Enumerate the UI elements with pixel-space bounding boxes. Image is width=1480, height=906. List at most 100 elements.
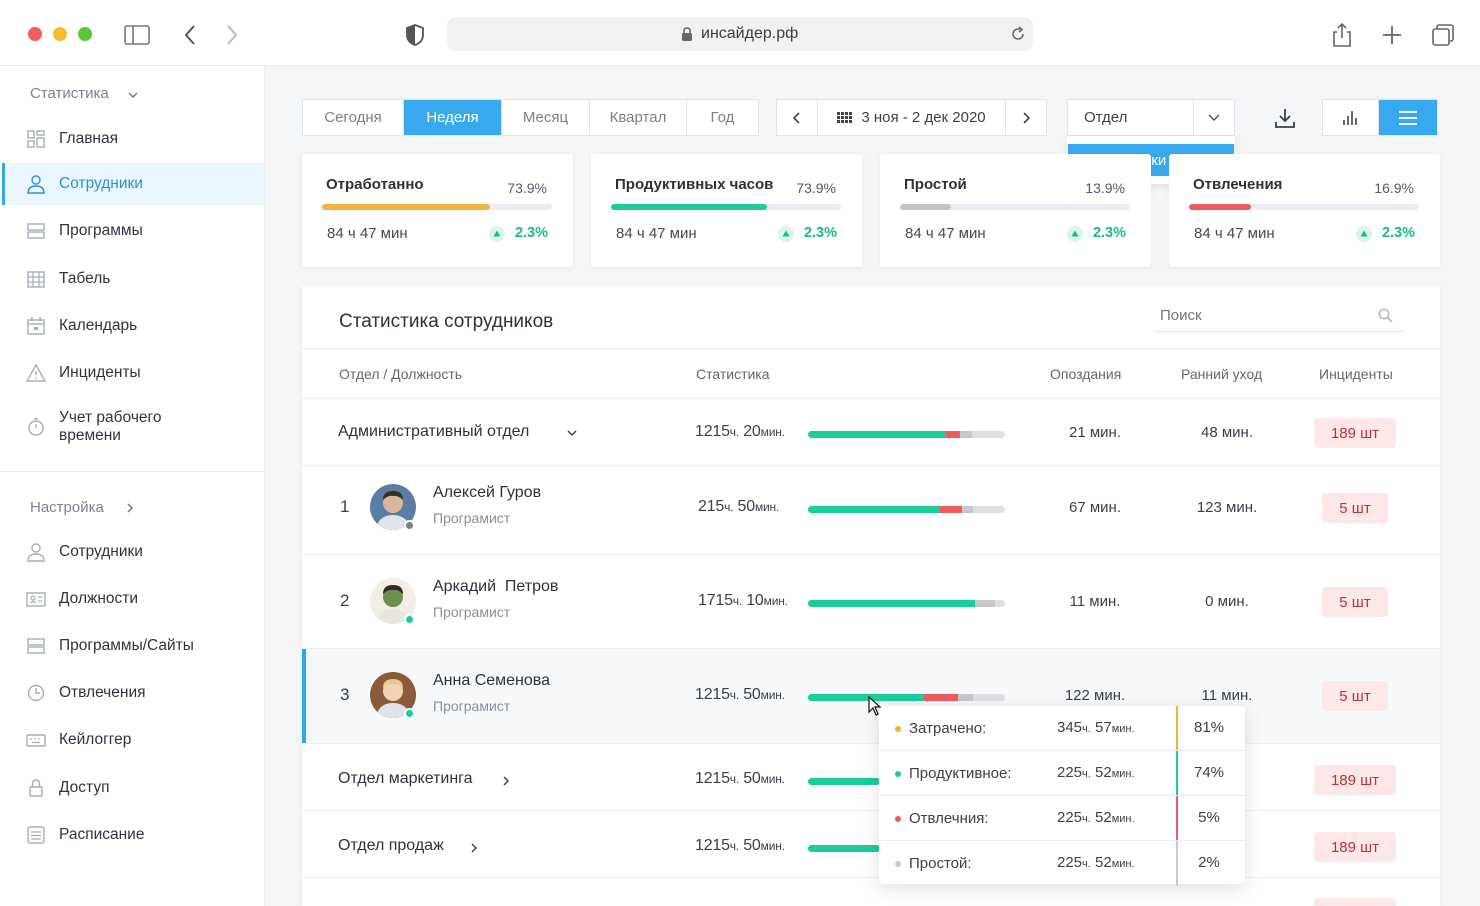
legend-dot <box>895 771 901 777</box>
stat-bar[interactable] <box>808 506 1005 513</box>
incidents-badge[interactable]: 5 шт <box>1322 681 1388 711</box>
clock-icon <box>27 684 45 702</box>
chevron-right-icon[interactable] <box>502 776 512 786</box>
stat-bar[interactable] <box>808 845 880 852</box>
stat-bar[interactable] <box>808 694 1005 701</box>
chevron-down-icon[interactable] <box>567 429 577 439</box>
period-tab-5[interactable]: Год <box>710 109 735 126</box>
stat-bar[interactable] <box>808 431 1005 438</box>
sidebar-item-label: Сотрудники <box>59 543 143 560</box>
forward-icon[interactable] <box>218 22 244 48</box>
stat-time: 1215ч. 50мин. <box>695 770 785 787</box>
search-field[interactable] <box>1154 301 1404 332</box>
table-row[interactable]: 3 Анна Семенова Програмист 1215ч. 50мин. 122… <box>302 649 1440 743</box>
reload-icon[interactable] <box>1010 26 1026 42</box>
incidents-badge[interactable]: 5 шт <box>1322 493 1388 523</box>
statistics-section-toggle[interactable]: Статистика <box>30 85 138 102</box>
settings-section-toggle[interactable]: Настройка <box>30 499 134 516</box>
table-row[interactable]: 2 Аркадий Петров Програмист 1715ч. 10мин. 11… <box>302 555 1440 648</box>
sidebar-item-stat-4[interactable]: Табель <box>2 258 264 300</box>
table-row[interactable]: 1 Алексей Гуров Програмист 215ч. 50мин. 67 м… <box>302 466 1440 554</box>
prev-period-button[interactable] <box>777 100 818 135</box>
incidents-badge[interactable]: 189 шт <box>1314 418 1396 448</box>
stat-bar[interactable] <box>808 778 880 785</box>
employee-name[interactable]: Аркадий Петров <box>433 578 559 595</box>
sidebar-item-settings-4[interactable]: Отвлечения <box>2 672 264 714</box>
sidebar-item-stat-3[interactable]: Программы <box>2 210 264 252</box>
tooltip-value: 225ч. 52мин. <box>1057 764 1135 781</box>
sidebar-item-settings-3[interactable]: Программы/Сайты <box>2 625 264 667</box>
tooltip-label: Затрачено: <box>909 720 987 737</box>
search-icon[interactable] <box>1378 308 1393 323</box>
tooltip-value: 225ч. 52мин. <box>1057 809 1135 826</box>
period-tab-1[interactable]: Сегодня <box>303 100 404 135</box>
tooltip-label: Продуктивное: <box>909 765 1012 782</box>
stopwatch-icon <box>28 418 44 436</box>
date-range-button[interactable]: 3 ноя - 2 дек 2020 <box>818 100 1006 135</box>
period-tab-2[interactable]: Неделя <box>404 100 502 135</box>
incidents-badge[interactable] <box>1314 898 1396 906</box>
sidebar-item-label: Учет рабочего времени <box>59 409 162 444</box>
sidebar-divider <box>0 471 265 472</box>
new-tab-icon[interactable] <box>1379 22 1405 48</box>
table-row[interactable]: Отдел продаж 1215ч. 50мин. 189 шт <box>302 811 1440 877</box>
kpi-card-1: Отработанно 73.9% 84 ч 47 мин 2.3% <box>302 154 573 267</box>
column-header-2: Статистика <box>696 366 770 382</box>
kpi-title: Продуктивных часов <box>615 176 774 193</box>
back-icon[interactable] <box>178 22 204 48</box>
search-input[interactable] <box>1160 307 1360 324</box>
tooltip-row: Простой: 225ч. 52мин. 2% <box>879 841 1245 886</box>
sidebar-item-settings-6[interactable]: Доступ <box>2 767 264 809</box>
browser-toolbar: инсайдер.рф <box>0 0 1480 66</box>
zoom-window-button[interactable] <box>78 27 92 41</box>
period-tab-4[interactable]: Квартал <box>590 100 687 135</box>
download-button[interactable] <box>1263 99 1307 136</box>
table-row[interactable]: Административный отдел 1215ч. 20мин. 21 ми… <box>302 399 1440 465</box>
kpi-progress-bar <box>1189 204 1419 210</box>
kpi-progress-bar <box>900 204 1130 210</box>
address-bar[interactable]: инсайдер.рф <box>447 17 1033 51</box>
employee-name[interactable]: Анна Семенова <box>433 672 550 689</box>
sidebar-item-settings-7[interactable]: Расписание <box>2 814 264 856</box>
sidebar-item-settings-1[interactable]: Сотрудники <box>2 531 264 573</box>
next-period-button[interactable] <box>1006 100 1046 135</box>
employee-name[interactable]: Алексей Гуров <box>433 484 542 501</box>
kpi-progress-bar <box>322 204 552 210</box>
dept-name: Административный отдел <box>338 423 530 440</box>
sidebar-item-stat-1[interactable]: Главная <box>2 118 264 160</box>
sidebar-item-settings-5[interactable]: Кейлоггер <box>2 719 264 761</box>
early-leave-value: 11 мин. <box>1201 687 1253 704</box>
minimize-window-button[interactable] <box>53 27 67 41</box>
tabs-overview-icon[interactable] <box>1430 22 1456 48</box>
sidebar-item-stat-2[interactable]: Сотрудники <box>2 163 264 205</box>
sidebar-item-stat-7[interactable]: Учет рабочего времени <box>2 399 264 455</box>
sidebar-item-label: Календарь <box>59 317 138 334</box>
close-window-button[interactable] <box>28 27 42 41</box>
incidents-badge[interactable]: 5 шт <box>1322 587 1388 617</box>
period-tab-3[interactable]: Месяц <box>502 100 590 135</box>
stat-bar[interactable] <box>808 600 1005 607</box>
kpi-title: Простой <box>904 176 967 193</box>
share-icon[interactable] <box>1329 22 1355 48</box>
sidebar-item-stat-5[interactable]: Календарь <box>2 305 264 347</box>
chart-view-button[interactable] <box>1323 100 1380 135</box>
tooltip-label: Простой: <box>909 855 972 872</box>
incidents-badge[interactable]: 189 шт <box>1314 765 1396 795</box>
sidebar-item-stat-6[interactable]: Инциденты <box>2 352 264 394</box>
sidebar-toggle-icon[interactable] <box>124 22 150 48</box>
table-row[interactable]: Отдел маркетинга 1215ч. 50мин. 189 шт <box>302 744 1440 810</box>
chevron-right-icon[interactable] <box>470 843 480 853</box>
tooltip-percent: 81% <box>1193 719 1225 736</box>
column-header-4: Ранний уход <box>1181 366 1263 382</box>
row-selected-indicator <box>302 649 306 743</box>
group-select[interactable]: Отдел <box>1067 99 1235 136</box>
calendar-icon <box>27 317 45 335</box>
kpi-delta: 2.3% <box>514 225 548 241</box>
sidebar-item-label: Программы <box>59 222 143 239</box>
list-view-button[interactable] <box>1379 100 1437 135</box>
tooltip-color-bar <box>1176 796 1178 841</box>
privacy-shield-icon[interactable] <box>402 22 428 48</box>
incidents-badge[interactable]: 189 шт <box>1314 832 1396 862</box>
stat-time: 1215ч. 50мин. <box>695 686 785 703</box>
sidebar-item-settings-2[interactable]: Должности <box>2 578 264 620</box>
